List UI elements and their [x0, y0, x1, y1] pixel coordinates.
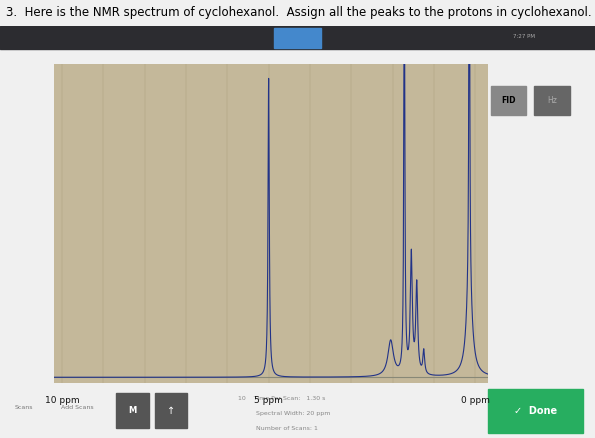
Text: 3.  Here is the NMR spectrum of cyclohexanol.  Assign all the peaks to the proto: 3. Here is the NMR spectrum of cyclohexa… [6, 6, 591, 19]
Text: 10 ppm: 10 ppm [45, 396, 79, 406]
Text: 10    Time Per Scan:   1.30 s: 10 Time Per Scan: 1.30 s [238, 396, 325, 401]
Bar [488, 389, 583, 433]
Text: Add Scans: Add Scans [61, 406, 93, 410]
Bar [116, 393, 149, 428]
Text: ↑: ↑ [167, 406, 175, 416]
Bar [274, 28, 321, 48]
Text: Number of Scans: 1: Number of Scans: 1 [238, 426, 318, 431]
Text: Scans: Scans [14, 406, 33, 410]
Text: ✓  Done: ✓ Done [514, 406, 557, 416]
Text: 0 ppm: 0 ppm [461, 396, 490, 406]
Text: FID: FID [501, 96, 516, 105]
Bar [534, 86, 570, 115]
Text: M: M [128, 406, 136, 415]
Text: Spectral Width: 20 ppm: Spectral Width: 20 ppm [238, 411, 330, 416]
Text: 7:27 PM: 7:27 PM [513, 34, 534, 39]
Text: 5 ppm: 5 ppm [254, 396, 283, 406]
Bar [490, 86, 527, 115]
Bar [0, 26, 595, 49]
Text: Hz: Hz [547, 96, 557, 105]
Bar [155, 393, 187, 428]
